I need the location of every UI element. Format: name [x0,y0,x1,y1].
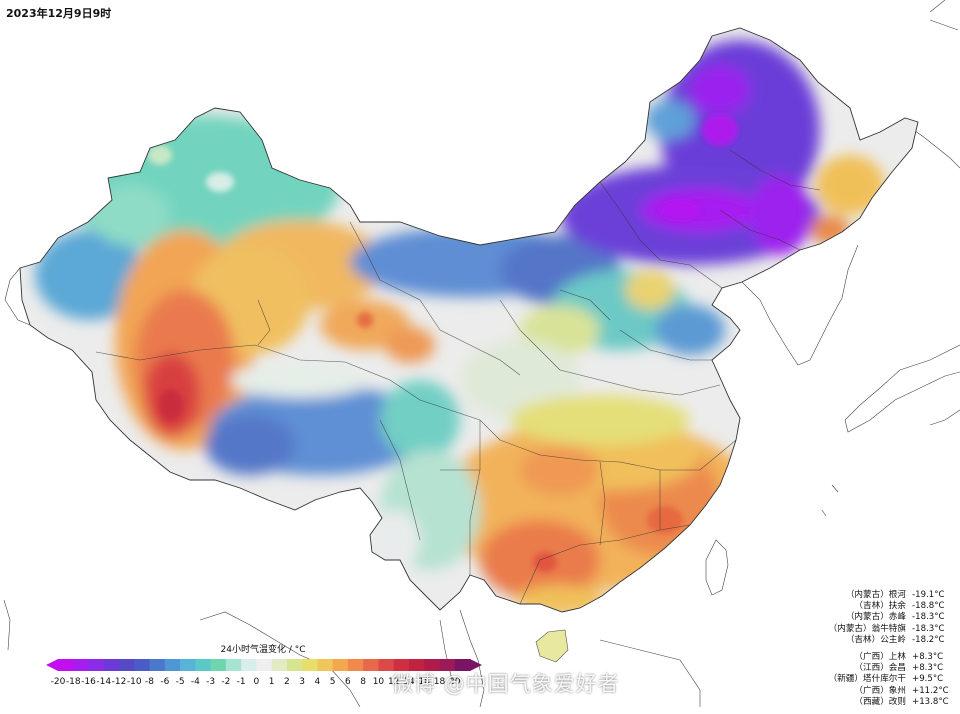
colorbar-tick-label: -2 [221,677,231,687]
colorbar-tick-label: 12 [387,677,400,687]
colorbar-tick-label: -3 [206,677,216,687]
station-row: （江西）会昌 +8.3°C [752,663,952,674]
colorbar-swatch [271,659,288,671]
station-row: （吉林）公主岭 -18.2°C [752,635,952,646]
station-value: +8.3°C [912,663,944,674]
station-row: （新疆）塔什库尔干 +9.5°C [752,674,952,685]
station-name: （广西）上林 [854,652,906,663]
station-name: （西藏）改则 [854,696,906,707]
station-name: （内蒙古）赤峰 [845,612,906,623]
warmest-stations: （广西）上林 +8.3°C （江西）会昌 +8.3°C （新疆）塔什库尔干 +9.5°C （… [752,652,952,708]
station-row: （广西）象州 +11.2°C [752,686,952,697]
colorbar-swatch [363,659,379,671]
colorbar-swatch [164,659,181,671]
station-value: -18.8°C [912,601,945,612]
station-value: +11.2°C [912,685,949,696]
colorbar-tick-label: 16 [418,677,430,687]
station-row: （西藏）改则 +13.8°C [752,697,952,708]
colorbar-tick-label: -1 [236,677,246,687]
colorbar-tick-label: 3 [299,677,306,687]
station-name: （内蒙古）根河 [845,590,906,600]
colorbar-tick-label: -6 [160,677,170,687]
station-row: （内蒙古）翁牛特旗 -18.3°C [752,624,952,635]
colorbar-swatch [317,659,334,671]
colorbar-swatch [454,659,471,671]
station-value: -19.1°C [912,590,945,600]
colorbar-swatch [119,659,135,671]
colorbar-tick-label: 14 [403,677,415,687]
station-value: -18.3°C [912,623,945,634]
colorbar-swatch [210,659,227,671]
colorbar-swatch [256,659,273,671]
station-name: （江西）会昌 [854,663,906,674]
colorbar-tick-label: -4 [190,677,200,687]
legend-title: 24小时气温变化 / °C [220,645,306,655]
colorbar-tick-label: -14 [96,677,112,687]
colorbar-tick-label: 6 [345,677,351,687]
colorbar-swatch [180,659,196,671]
colorbar-swatch [103,659,120,671]
station-name: （吉林）公主岭 [845,634,906,645]
watermark: 微博 @中国气象爱好者 [392,672,620,696]
coldest-stations: （内蒙古）根河 -19.1°C （吉林）扶余 -18.8°C （内蒙古）赤峰 -18.3°… [752,590,952,646]
station-value: +8.3°C [912,652,944,663]
colorbar-tick-label: 18 [433,677,446,687]
station-name: （广西）象州 [854,685,906,696]
station-value: +13.8°C [912,696,949,707]
colorbar-min-arrow [46,659,58,671]
colorbar-tick-label: -16 [81,677,96,687]
colorbar-swatch [195,659,212,671]
colorbar-swatch [58,659,74,671]
colorbar-swatch [378,659,395,671]
colorbar-tick-label: 4 [314,677,321,687]
colorbar-swatch [241,659,257,671]
station-row: （内蒙古）根河 -19.1°C [752,590,952,601]
colorbar-tick-label: 8 [360,677,367,687]
colorbar-swatch [134,659,151,671]
station-value: -18.2°C [912,634,945,645]
province-boundaries [95,149,821,605]
colorbar-swatch [424,659,440,671]
colorbar-tick-label: 0 [253,677,260,687]
colorbar-swatch [408,659,425,671]
colorbar-swatch [302,659,318,671]
station-value: +9.5°C [912,674,944,685]
colorbar-tick-label: -20 [50,677,66,687]
station-row: （吉林）扶余 -18.8°C [752,601,952,612]
colorbar-swatch [393,659,410,671]
colorbar-tick-label: 5 [329,677,336,687]
station-value: -18.3°C [912,612,945,623]
colorbar-swatch [439,659,456,671]
colorbar-tick-labels: -20 -18 -16 -14 -12 -10 -8 -6 -5 -4 -3 -2 -1 0 1 2 3 4 5 6 8… [0,677,960,691]
station-extremes: （内蒙古）根河 -19.1°C （吉林）扶余 -18.8°C （内蒙古）赤峰 -18.3°… [752,590,952,714]
colorbar-swatch [225,659,242,671]
colorbar-tick-label: 2 [284,677,290,687]
colorbar-tick-label: 1 [268,677,275,687]
colorbar-max-arrow [470,659,482,671]
station-name: （内蒙古）翁牛特旗 [828,623,906,634]
station-row: （内蒙古）赤峰 -18.3°C [752,612,952,623]
station-name: （吉林）扶余 [854,601,906,612]
colorbar-tick-label: -12 [111,677,127,687]
colorbar-tick-label: -18 [65,677,81,687]
colorbar-tick-label: -5 [175,677,185,687]
colorbar-swatch [347,659,364,671]
colorbar-tick-label: -8 [145,677,155,687]
colorbar-swatch [149,659,166,671]
colorbar-swatch [88,659,105,671]
colorbar [46,659,482,671]
colorbar-tick-label: 10 [372,677,385,687]
colorbar-tick-label: -10 [126,677,142,687]
colorbar-swatch [286,659,303,671]
colorbar-tick-label: 20 [449,677,461,687]
colorbar-swatch [332,659,349,671]
station-row: （广西）上林 +8.3°C [752,652,952,663]
map-timestamp: 2023年12月9日9时 [6,7,112,20]
colorbar-swatch [73,659,90,671]
station-name: （新疆）塔什库尔干 [828,674,906,685]
